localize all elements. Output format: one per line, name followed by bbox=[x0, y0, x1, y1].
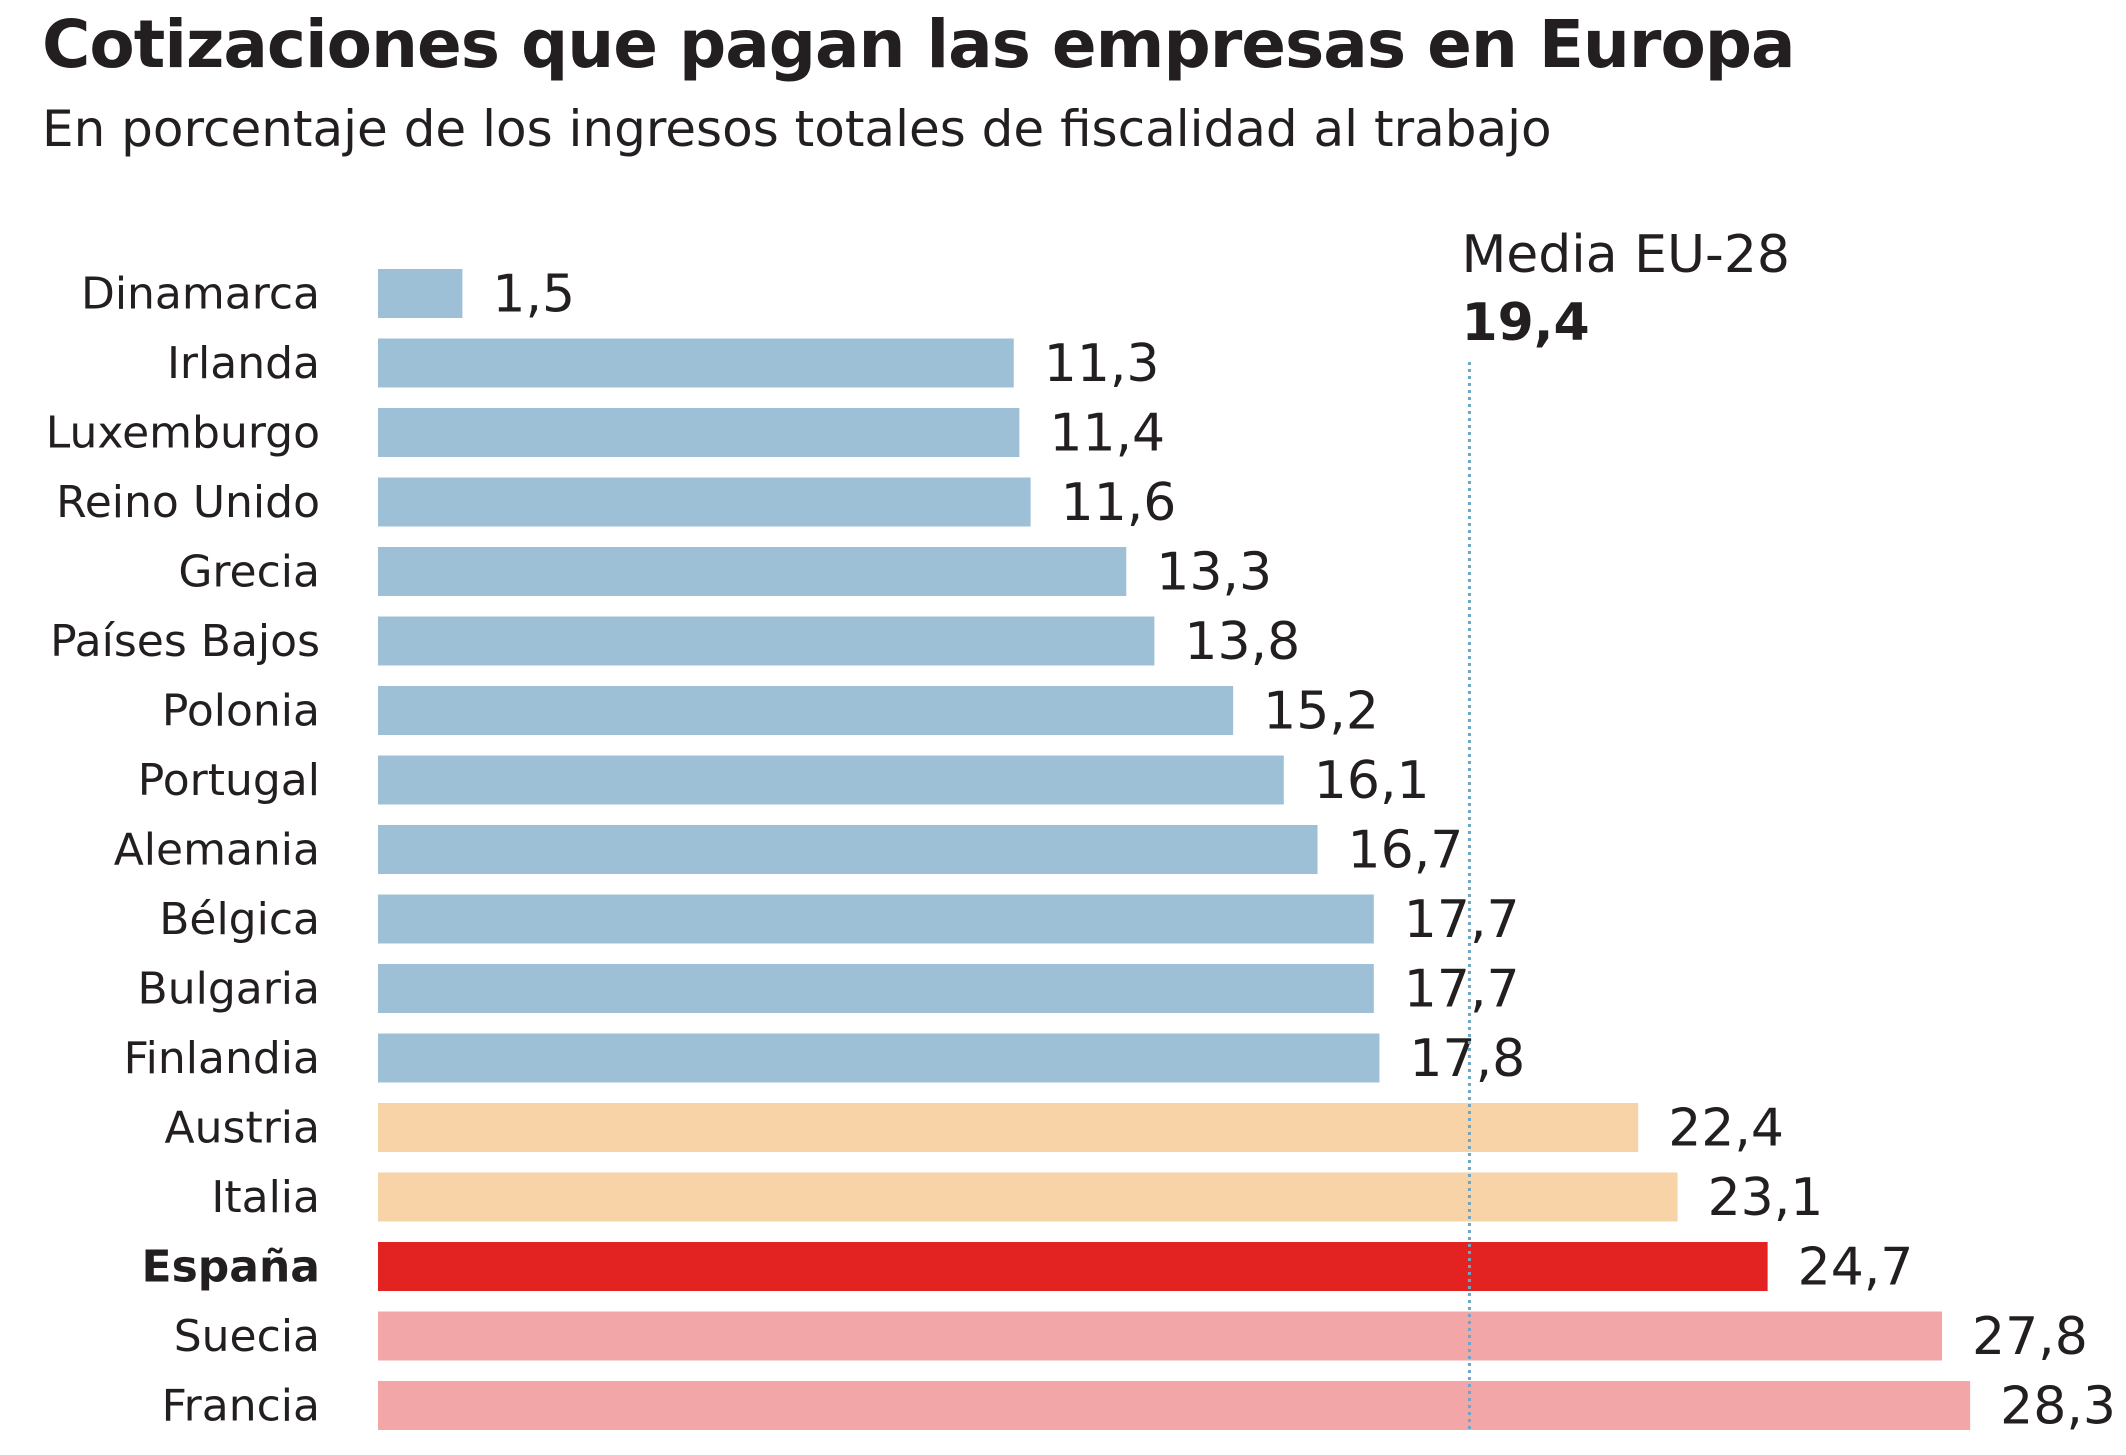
value-label-dinamarca: 1,5 bbox=[492, 265, 575, 325]
bar-austria bbox=[378, 1103, 1639, 1152]
bar-finlandia bbox=[378, 1033, 1380, 1083]
bars-layer: Dinamarca 1,5 Irlanda 11,3 Luxemburgo 11,4 Rei… bbox=[46, 265, 2116, 1437]
value-label-austria: 22,4 bbox=[1668, 1099, 1784, 1159]
value-label-italia: 23,1 bbox=[1708, 1168, 1824, 1228]
value-label-espana: 24,7 bbox=[1798, 1238, 1914, 1298]
average-label: Media EU-28 bbox=[1461, 225, 1790, 285]
category-label-grecia: Grecia bbox=[178, 547, 320, 598]
category-label-irlanda: Irlanda bbox=[167, 338, 320, 389]
value-label-grecia: 13,3 bbox=[1156, 543, 1272, 603]
bar-luxemburgo bbox=[378, 408, 1020, 457]
average-value: 19,4 bbox=[1461, 293, 1589, 353]
bar-polonia bbox=[378, 686, 1234, 735]
category-label-bulgaria: Bulgaria bbox=[138, 964, 320, 1015]
bar-reino-unido bbox=[378, 477, 1031, 527]
value-label-portugal: 16,1 bbox=[1314, 751, 1430, 811]
bar-dinamarca bbox=[378, 269, 463, 318]
bar-espana bbox=[378, 1242, 1768, 1291]
bar-alemania bbox=[378, 825, 1318, 874]
category-label-alemania: Alemania bbox=[114, 825, 320, 876]
category-label-portugal: Portugal bbox=[138, 755, 320, 806]
value-label-paises-bajos: 13,8 bbox=[1184, 612, 1300, 672]
value-label-suecia: 27,8 bbox=[1972, 1307, 2088, 1367]
bar-bulgaria bbox=[378, 964, 1374, 1013]
value-label-luxemburgo: 11,4 bbox=[1049, 404, 1165, 464]
value-label-irlanda: 11,3 bbox=[1044, 334, 1160, 394]
category-label-francia: Francia bbox=[162, 1381, 320, 1432]
bar-italia bbox=[378, 1172, 1678, 1222]
category-label-italia: Italia bbox=[211, 1172, 320, 1223]
value-label-belgica: 17,7 bbox=[1404, 890, 1520, 950]
category-label-espana: España bbox=[142, 1242, 320, 1293]
category-label-luxemburgo: Luxemburgo bbox=[46, 408, 320, 459]
category-label-paises-bajos: Países Bajos bbox=[50, 616, 320, 667]
value-label-finlandia: 17,8 bbox=[1409, 1029, 1525, 1089]
bar-belgica bbox=[378, 894, 1374, 944]
value-label-francia: 28,3 bbox=[2000, 1377, 2116, 1437]
bar-portugal bbox=[378, 755, 1284, 805]
category-label-polonia: Polonia bbox=[162, 686, 320, 737]
category-label-finlandia: Finlandia bbox=[124, 1033, 320, 1084]
bar-suecia bbox=[378, 1311, 1943, 1361]
bar-paises-bajos bbox=[378, 616, 1155, 666]
bar-irlanda bbox=[378, 338, 1014, 388]
category-label-reino-unido: Reino Unido bbox=[56, 477, 320, 528]
value-label-bulgaria: 17,7 bbox=[1404, 960, 1520, 1020]
category-label-suecia: Suecia bbox=[174, 1311, 320, 1362]
value-label-polonia: 15,2 bbox=[1263, 682, 1379, 742]
chart-title: Cotizaciones que pagan las empresas en E… bbox=[42, 6, 1796, 83]
chart-subtitle: En porcentaje de los ingresos totales de… bbox=[42, 100, 1552, 158]
value-label-reino-unido: 11,6 bbox=[1061, 473, 1177, 533]
value-label-alemania: 16,7 bbox=[1348, 821, 1464, 881]
bar-francia bbox=[378, 1381, 1971, 1430]
category-label-dinamarca: Dinamarca bbox=[81, 269, 320, 320]
bar-grecia bbox=[378, 547, 1127, 596]
category-label-austria: Austria bbox=[165, 1103, 320, 1154]
category-label-belgica: Bélgica bbox=[159, 894, 320, 945]
